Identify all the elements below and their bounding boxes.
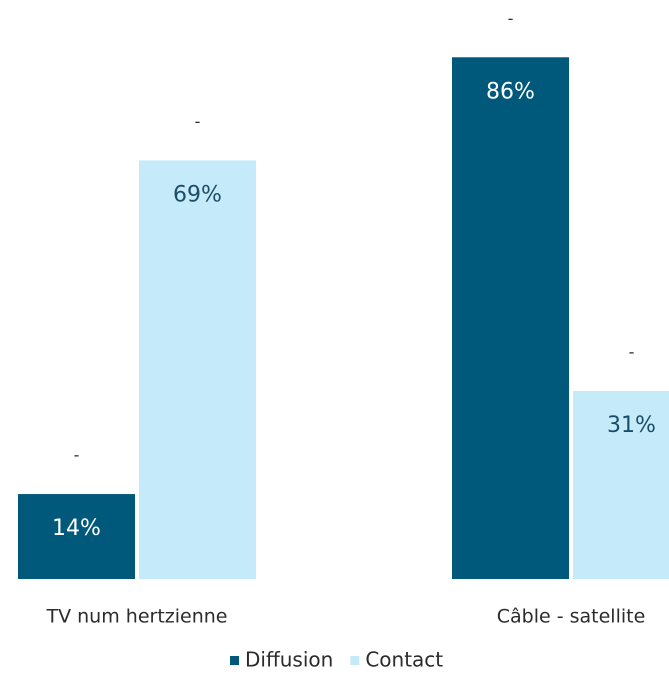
top-label: -	[195, 112, 201, 131]
legend-label: Diffusion	[245, 648, 333, 672]
value-label: 31%	[607, 413, 656, 438]
top-label: -	[508, 9, 514, 28]
x-tick-label: TV num hertzienne	[46, 606, 228, 628]
value-label: 86%	[486, 79, 535, 104]
top-label: -	[629, 342, 635, 361]
legend-label: Contact	[365, 648, 443, 672]
value-label: 69%	[173, 182, 222, 207]
top-label: -	[74, 446, 80, 465]
bar	[452, 57, 569, 580]
bar	[573, 390, 669, 579]
bar	[139, 160, 256, 579]
legend-swatch	[350, 656, 360, 665]
legend-swatch	[230, 656, 239, 665]
x-tick-label: Câble - satellite	[497, 606, 646, 628]
value-label: 14%	[52, 516, 101, 541]
bar	[18, 494, 135, 579]
